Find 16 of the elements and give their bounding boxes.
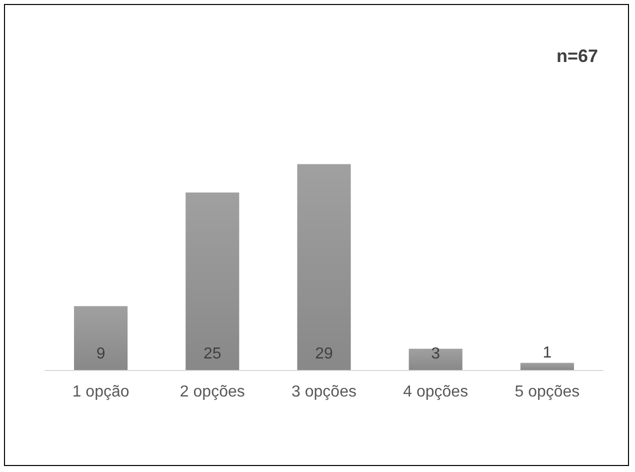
bar — [408, 348, 462, 370]
x-tick-label: 3 opções — [292, 384, 356, 400]
data-label: 29 — [315, 346, 333, 362]
x-tick-label: 5 opções — [514, 384, 580, 400]
bar — [74, 306, 128, 370]
bar — [186, 192, 240, 370]
data-label: 25 — [204, 346, 222, 362]
data-label: 3 — [431, 346, 440, 362]
data-label: 1 — [542, 344, 552, 362]
data-label: 9 — [96, 346, 106, 362]
bar — [520, 362, 574, 370]
text: n=67 — [556, 46, 598, 66]
x-tick-label: 4 opções — [403, 384, 468, 400]
x-tick-label: 1 opção — [72, 384, 130, 400]
x-tick-label: 2 opções — [180, 384, 245, 400]
bar — [297, 164, 351, 370]
